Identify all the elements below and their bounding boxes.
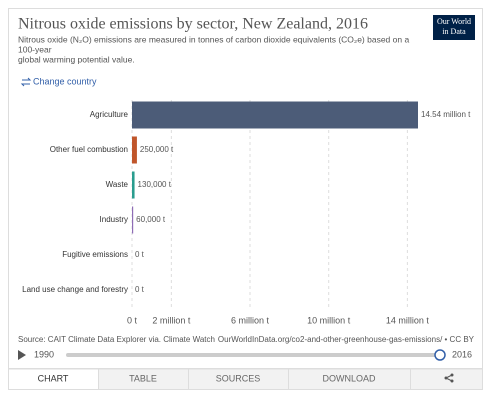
share-icon (444, 376, 448, 380)
data-label: 0 t (135, 285, 145, 294)
y-tick-label: Industry (100, 215, 128, 224)
logo (433, 15, 475, 40)
bar (132, 206, 134, 234)
x-tick-label: 2 million t (152, 315, 191, 325)
tab-label[interactable]: SOURCES (216, 373, 261, 383)
subtitle: global warming potential value. (18, 54, 135, 64)
timeline-end: 2016 (452, 349, 472, 359)
y-tick-label: Land use change and forestry (22, 285, 128, 294)
data-label: 60,000 t (136, 215, 166, 224)
x-tick-label: 10 million t (307, 315, 351, 325)
x-tick-label: 14 million t (386, 315, 430, 325)
chart-title: Nitrous oxide emissions by sector, New Z… (18, 16, 368, 33)
change-country[interactable]: Change country (33, 76, 97, 86)
tab-label[interactable]: TABLE (129, 373, 157, 383)
share-icon (450, 373, 454, 377)
y-tick-label: Agriculture (90, 110, 129, 119)
bar (132, 101, 418, 129)
subtitle: Nitrous oxide (N₂O) emissions are measur… (18, 34, 409, 44)
tab-label[interactable]: CHART (38, 373, 69, 383)
change-country-icon[interactable] (20, 77, 32, 87)
y-tick-label: Fugitive emissions (62, 250, 128, 259)
bar (132, 171, 135, 199)
x-tick-label: 6 million t (231, 315, 270, 325)
data-label: 14.54 million t (421, 110, 471, 119)
data-label: 0 t (135, 250, 145, 259)
data-label: 130,000 t (138, 180, 172, 189)
play-button[interactable] (18, 350, 26, 360)
subtitle: 100-year (18, 44, 52, 54)
url: OurWorldInData.org/co2-and-other-greenho… (218, 335, 475, 344)
y-tick-label: Other fuel combustion (50, 145, 128, 154)
timeline-handle[interactable] (434, 349, 446, 361)
logo-text: in Data (442, 27, 466, 36)
tab-label[interactable]: DOWNLOAD (322, 373, 376, 383)
bar (132, 136, 137, 164)
x-tick-label: 0 t (127, 315, 138, 325)
share-icon (450, 379, 454, 383)
timeline-track[interactable] (66, 353, 440, 357)
logo-text: Our World (437, 17, 471, 26)
timeline-start: 1990 (34, 349, 54, 359)
y-tick-label: Waste (106, 180, 129, 189)
data-label: 250,000 t (140, 145, 174, 154)
frame (8, 8, 483, 390)
source: Source: CAIT Climate Data Explorer via. … (18, 335, 215, 344)
